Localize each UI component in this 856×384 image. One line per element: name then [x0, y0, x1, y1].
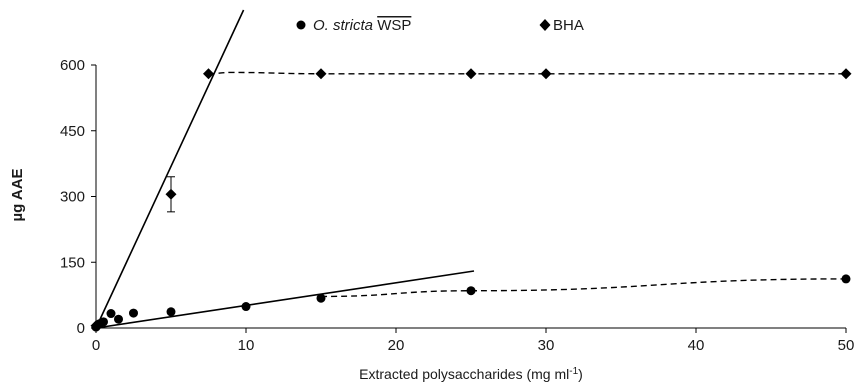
- data-point-bha: [540, 68, 552, 80]
- y-tick-label: 300: [60, 189, 85, 206]
- dashed-line-series-0: [320, 278, 847, 298]
- data-point-bha: [90, 320, 102, 332]
- y-tick-label: 600: [60, 57, 85, 74]
- x-tick-label: 50: [838, 337, 855, 354]
- data-point-bha: [840, 68, 852, 80]
- x-tick-label: 20: [388, 337, 405, 354]
- x-tick-label: 30: [538, 337, 555, 354]
- data-point-bha: [315, 68, 327, 80]
- legend-label-o-stricta: O. stricta WSP: [313, 17, 411, 34]
- data-point-o-stricta: [241, 302, 251, 312]
- y-tick-label: 0: [77, 320, 85, 337]
- dashed-line-series-1: [208, 71, 846, 75]
- legend-diamond-marker: [539, 19, 551, 31]
- data-point-o-stricta: [316, 293, 326, 303]
- data-point-bha: [465, 68, 477, 80]
- data-point-bha: [203, 68, 214, 80]
- x-tick-label: 0: [92, 337, 100, 354]
- data-point-o-stricta: [99, 317, 108, 327]
- x-tick-label: 10: [238, 337, 255, 354]
- data-point-bha: [165, 188, 177, 200]
- data-point-o-stricta: [106, 309, 116, 319]
- data-point-o-stricta: [466, 286, 476, 296]
- y-tick-label: 450: [60, 123, 85, 140]
- data-point-o-stricta: [114, 314, 123, 324]
- legend-wsp-suffix: WSP: [377, 17, 411, 34]
- x-axis-title: Extracted polysaccharides (mg ml-1): [359, 366, 583, 382]
- data-point-o-stricta: [166, 307, 176, 317]
- legend-circle-marker: [296, 20, 306, 30]
- trend-line-series-0: [95, 270, 475, 329]
- legend-label-bha: BHA: [553, 17, 584, 34]
- data-point-o-stricta: [841, 274, 851, 284]
- trend-line-series-1: [95, 9, 245, 329]
- y-axis-title: µg AAE: [9, 168, 26, 221]
- x-tick-label: 40: [688, 337, 705, 354]
- y-tick-label: 150: [60, 254, 85, 271]
- legend: O. stricta WSP BHA: [296, 17, 584, 34]
- data-point-o-stricta: [129, 308, 138, 318]
